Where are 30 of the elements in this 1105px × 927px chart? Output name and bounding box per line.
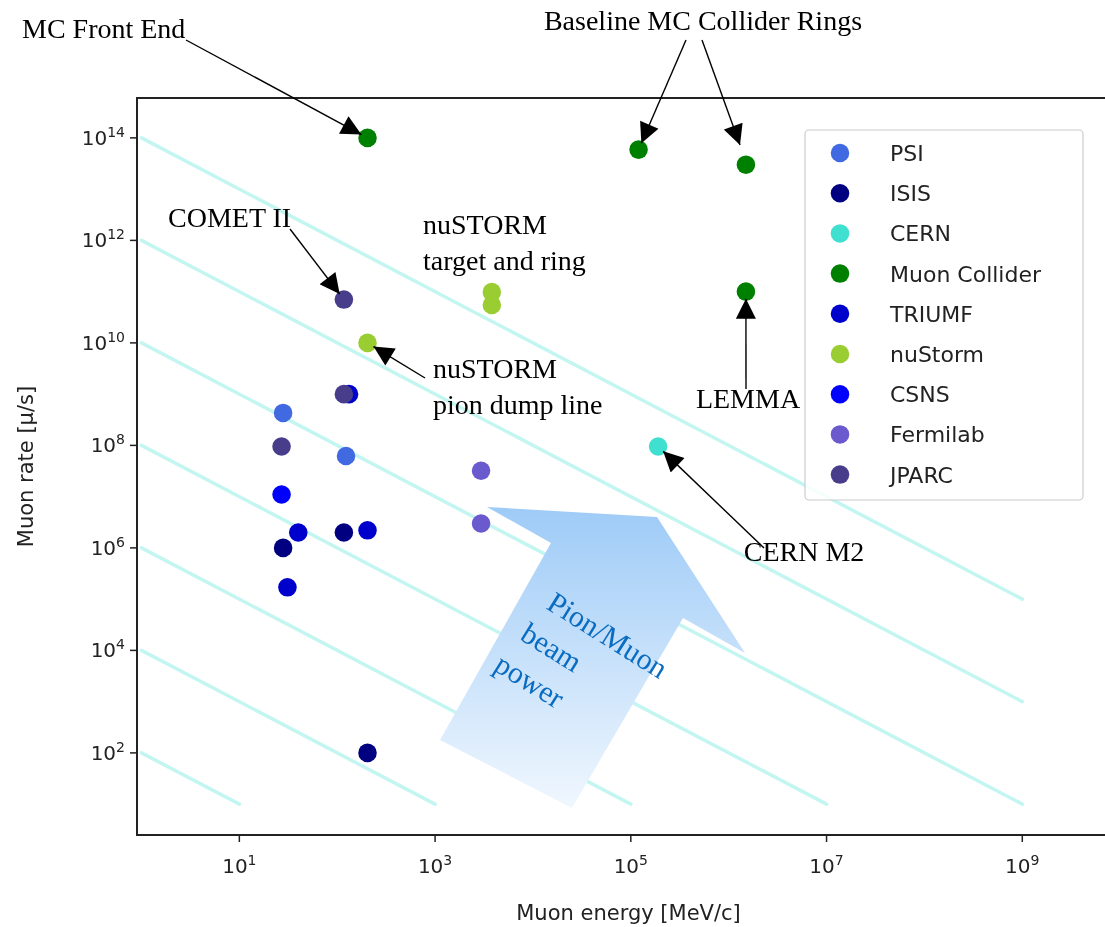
x-tick-label: 10$^{7}$ (809, 852, 844, 878)
annotation: COMET II (168, 202, 292, 233)
y-tick-label: 10$^{14}$ (81, 123, 126, 150)
legend-label: ISIS (890, 181, 931, 207)
annotation: nuSTORM target and ring (423, 209, 586, 276)
legend-label: TRIUMF (889, 301, 973, 327)
annotation: CERN M2 (743, 536, 865, 567)
x-tick-label: 10$^{1}$ (222, 852, 257, 878)
annotation: LEMMA (695, 383, 801, 414)
annotation: nuSTORM pion dump line (433, 353, 603, 420)
x-axis-title: Muon energy [MeV/c] (516, 901, 741, 925)
x-tick-label: 10$^{9}$ (1005, 852, 1040, 878)
annotation: Baseline MC Collider Rings (543, 5, 863, 36)
legend-label: PSI (890, 141, 924, 166)
x-tick-label: 10$^{5}$ (613, 852, 649, 878)
y-tick-label: 10$^{4}$ (90, 636, 126, 663)
y-tick-label: 10$^{10}$ (81, 328, 125, 355)
legend-label: JPARC (888, 462, 953, 488)
y-tick-label: 10$^{6}$ (90, 533, 126, 560)
y-tick-label: 10$^{12}$ (81, 226, 125, 253)
x-tick-label: 10$^{3}$ (417, 852, 453, 878)
legend-label: Muon Collider (890, 261, 1042, 287)
legend-label: CSNS (890, 382, 950, 408)
legend-label: nuStorm (890, 342, 985, 367)
legend-label: Fermilab (890, 422, 985, 448)
y-tick-label: 10$^{2}$ (90, 738, 125, 765)
y-axis-title: Muon rate [μ/s] (14, 385, 38, 548)
y-tick-label: 10$^{8}$ (90, 431, 125, 458)
legend-label: CERN (890, 221, 952, 247)
annotation: MC Front End (22, 13, 186, 44)
